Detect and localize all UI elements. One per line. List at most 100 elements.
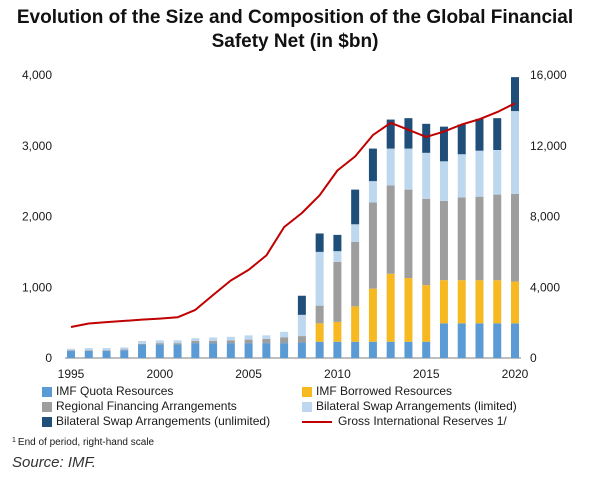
bar-segment-1 xyxy=(511,323,519,358)
bar-segment-2 xyxy=(422,285,431,342)
bar-segment-4 xyxy=(315,251,324,306)
bar-segment-3 xyxy=(493,194,502,281)
bar-segment-4 xyxy=(67,348,75,351)
bar-segment-1 xyxy=(386,341,395,358)
bar-segment-1 xyxy=(173,344,182,358)
bar-segment-1 xyxy=(439,323,448,358)
right-y-tick-label: 12,000 xyxy=(530,139,567,153)
legend-swatch xyxy=(42,416,52,427)
bar-segment-4 xyxy=(333,251,342,262)
bar-segment-1 xyxy=(191,343,200,358)
legend-item: Bilateral Swap Arrangements (unlimited) xyxy=(42,414,270,430)
bar-segment-1 xyxy=(280,343,289,358)
bar-segment-4 xyxy=(138,341,147,344)
bar-segment-1 xyxy=(102,350,111,358)
bar-segment-3 xyxy=(511,193,519,282)
bar-segment-3 xyxy=(262,338,271,344)
bar-segment-3 xyxy=(315,305,324,324)
footnote-text: End of period, right-hand scale xyxy=(17,437,155,448)
bar-segment-4 xyxy=(280,331,289,338)
left-y-tick-label: 0 xyxy=(45,351,52,365)
bar-segment-4 xyxy=(422,152,431,199)
legend-label: Bilateral Swap Arrangements (unlimited) xyxy=(56,414,271,428)
right-y-tick-label: 0 xyxy=(530,351,537,365)
bar-segment-2 xyxy=(475,280,484,324)
bar-segment-1 xyxy=(67,350,75,358)
right-y-tick-label: 4,000 xyxy=(530,280,560,294)
legend-item: Gross International Reserves 1/ xyxy=(302,414,507,430)
bar-segment-3 xyxy=(333,261,342,322)
left-y-tick-label: 4,000 xyxy=(22,68,52,82)
right-y-tick-label: 8,000 xyxy=(530,210,560,224)
bar-segment-3 xyxy=(67,350,75,351)
bar-segment-4 xyxy=(297,314,306,337)
bar-segment-4 xyxy=(493,149,502,195)
bar-segment-5 xyxy=(386,119,395,149)
bar-segment-3 xyxy=(457,197,466,281)
footnote-mark: 1 xyxy=(12,437,16,444)
legend-label: IMF Borrowed Resources xyxy=(316,384,453,398)
bar-segment-5 xyxy=(368,148,377,182)
legend-item: IMF Borrowed Resources xyxy=(302,384,452,400)
bar-segment-1 xyxy=(226,343,235,358)
bar-segment-5 xyxy=(333,234,342,252)
bar-segment-5 xyxy=(475,118,484,151)
bar-segment-4 xyxy=(84,348,93,351)
bar-segment-2 xyxy=(439,280,448,324)
bar-segment-1 xyxy=(351,341,360,358)
bar-segment-2 xyxy=(333,321,342,342)
bar-segment-1 xyxy=(138,344,147,358)
bar-segment-3 xyxy=(244,339,253,344)
bar-segment-3 xyxy=(120,349,129,351)
bar-segment-5 xyxy=(457,124,466,155)
bar-segment-2 xyxy=(315,323,324,342)
legend-label: IMF Quota Resources xyxy=(56,384,174,398)
legend-swatch xyxy=(42,386,52,397)
chart-title-line-1: Evolution of the Size and Composition of… xyxy=(16,7,574,28)
legend-swatch xyxy=(302,386,312,397)
bar-segment-1 xyxy=(155,344,164,358)
bar-segment-3 xyxy=(386,185,395,274)
bar-segment-3 xyxy=(209,341,218,344)
bar-segment-5 xyxy=(351,189,360,225)
bar-segment-3 xyxy=(102,350,111,351)
bar-segment-3 xyxy=(368,202,377,289)
bar-segment-5 xyxy=(315,233,324,252)
bar-segment-4 xyxy=(244,335,253,340)
bar-segment-1 xyxy=(120,350,129,358)
source-note: Source: IMF. xyxy=(12,454,96,471)
bar-segment-3 xyxy=(138,343,147,345)
left-y-tick-label: 2,000 xyxy=(22,210,52,224)
bar-segment-1 xyxy=(244,343,253,358)
bar-segment-2 xyxy=(404,278,413,342)
bar-segment-4 xyxy=(226,336,235,341)
bar-segment-5 xyxy=(511,77,519,112)
legend-swatch xyxy=(302,401,312,412)
legend-label: Regional Financing Arrangements xyxy=(56,399,237,413)
bar-segment-2 xyxy=(351,306,360,342)
bar-segment-5 xyxy=(493,118,502,150)
bar-segment-2 xyxy=(511,281,519,324)
bar-segment-2 xyxy=(457,280,466,324)
x-tick-label: 2005 xyxy=(235,367,262,381)
bar-segment-3 xyxy=(280,337,289,344)
left-y-tick-label: 1,000 xyxy=(22,280,52,294)
bar-segment-3 xyxy=(173,343,182,345)
footnote: 1 End of period, right-hand scale xyxy=(12,437,154,448)
x-tick-label: 2015 xyxy=(413,367,440,381)
bar-segment-1 xyxy=(368,341,377,358)
bar-segment-1 xyxy=(333,341,342,358)
bar-segment-4 xyxy=(457,154,466,198)
bar-segment-4 xyxy=(191,338,200,342)
bar-segment-5 xyxy=(439,126,448,162)
bar-segment-4 xyxy=(439,161,448,201)
bar-segment-4 xyxy=(262,335,271,339)
bar-segment-1 xyxy=(404,341,413,358)
bar-segment-4 xyxy=(173,340,182,344)
bar-segment-3 xyxy=(226,340,235,344)
bar-segment-3 xyxy=(439,200,448,281)
bar-segment-3 xyxy=(155,343,164,345)
bar-segment-4 xyxy=(120,347,129,350)
bar-segment-2 xyxy=(493,280,502,324)
bar-segment-4 xyxy=(475,150,484,197)
